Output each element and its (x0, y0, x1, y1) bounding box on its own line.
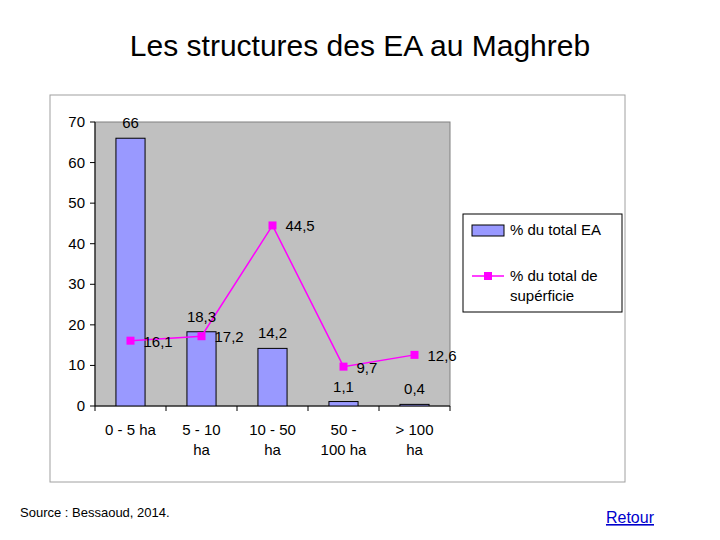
y-tick-label: 20 (68, 316, 85, 333)
marker (127, 337, 135, 345)
y-tick-label: 50 (68, 194, 85, 211)
line (131, 225, 415, 366)
data-label: 12,6 (428, 347, 457, 364)
x-tick (166, 406, 167, 411)
y-tick (90, 243, 95, 244)
marker (198, 332, 206, 340)
y-tick (90, 406, 95, 407)
marker (340, 363, 348, 371)
bar (400, 404, 429, 406)
legend-marker (484, 272, 492, 280)
x-tick (450, 406, 451, 411)
x-tick (308, 406, 309, 411)
y-tick-label: 0 (77, 397, 85, 414)
x-tick (237, 406, 238, 411)
y-tick (90, 203, 95, 204)
data-label: 16,1 (144, 333, 173, 350)
data-label: 18,3 (187, 308, 216, 325)
data-label: 0,4 (404, 380, 425, 397)
data-labels: 66 18,3 14,2 1,1 0,4 16,1 17,2 44,5 9,7 12,6 (122, 114, 457, 397)
legend-swatch (472, 225, 504, 236)
y-tick-label: 40 (68, 235, 85, 252)
y-axis (95, 122, 96, 406)
bar (329, 402, 358, 406)
y-tick (90, 122, 95, 123)
y-tick (90, 365, 95, 366)
y-tick (90, 284, 95, 285)
plot-area (95, 122, 450, 406)
x-tick (379, 406, 380, 411)
page: Les structures des EA au Maghreb 0 10 20 30 4… (0, 0, 720, 540)
x-tick-label: 0 - 5 ha (105, 421, 157, 438)
x-tick-label: > 100ha (396, 421, 434, 458)
legend-label: % du total EA (510, 221, 601, 238)
back-link[interactable]: Retour (606, 509, 655, 526)
bar (187, 332, 216, 406)
chart-frame (50, 95, 625, 482)
y-tick (90, 162, 95, 163)
marker (269, 221, 277, 229)
data-label: 14,2 (258, 324, 287, 341)
data-label: 9,7 (357, 359, 378, 376)
y-tick-label: 10 (68, 356, 85, 373)
data-label: 44,5 (286, 217, 315, 234)
x-tick-label: 5 - 10ha (182, 421, 220, 458)
data-label: 1,1 (333, 378, 354, 395)
legend-label: % du total desupérficie (510, 267, 598, 304)
x-tick-label: 50 -100 ha (321, 421, 368, 458)
data-label: 66 (122, 114, 139, 131)
marker (411, 351, 419, 359)
y-tick-label: 70 (68, 113, 85, 130)
marks (116, 138, 429, 406)
x-tick (95, 406, 96, 411)
y-tick-label: 60 (68, 154, 85, 171)
bar (258, 348, 287, 406)
legend-box (463, 214, 622, 312)
title: Les structures des EA au Maghreb (130, 29, 590, 62)
bar (116, 138, 145, 406)
x-tick-label: 10 - 50ha (249, 421, 296, 458)
y-tick-label: 30 (68, 275, 85, 292)
source: Source : Bessaoud, 2014. (20, 505, 170, 520)
y-tick (90, 324, 95, 325)
data-label: 17,2 (215, 328, 244, 345)
